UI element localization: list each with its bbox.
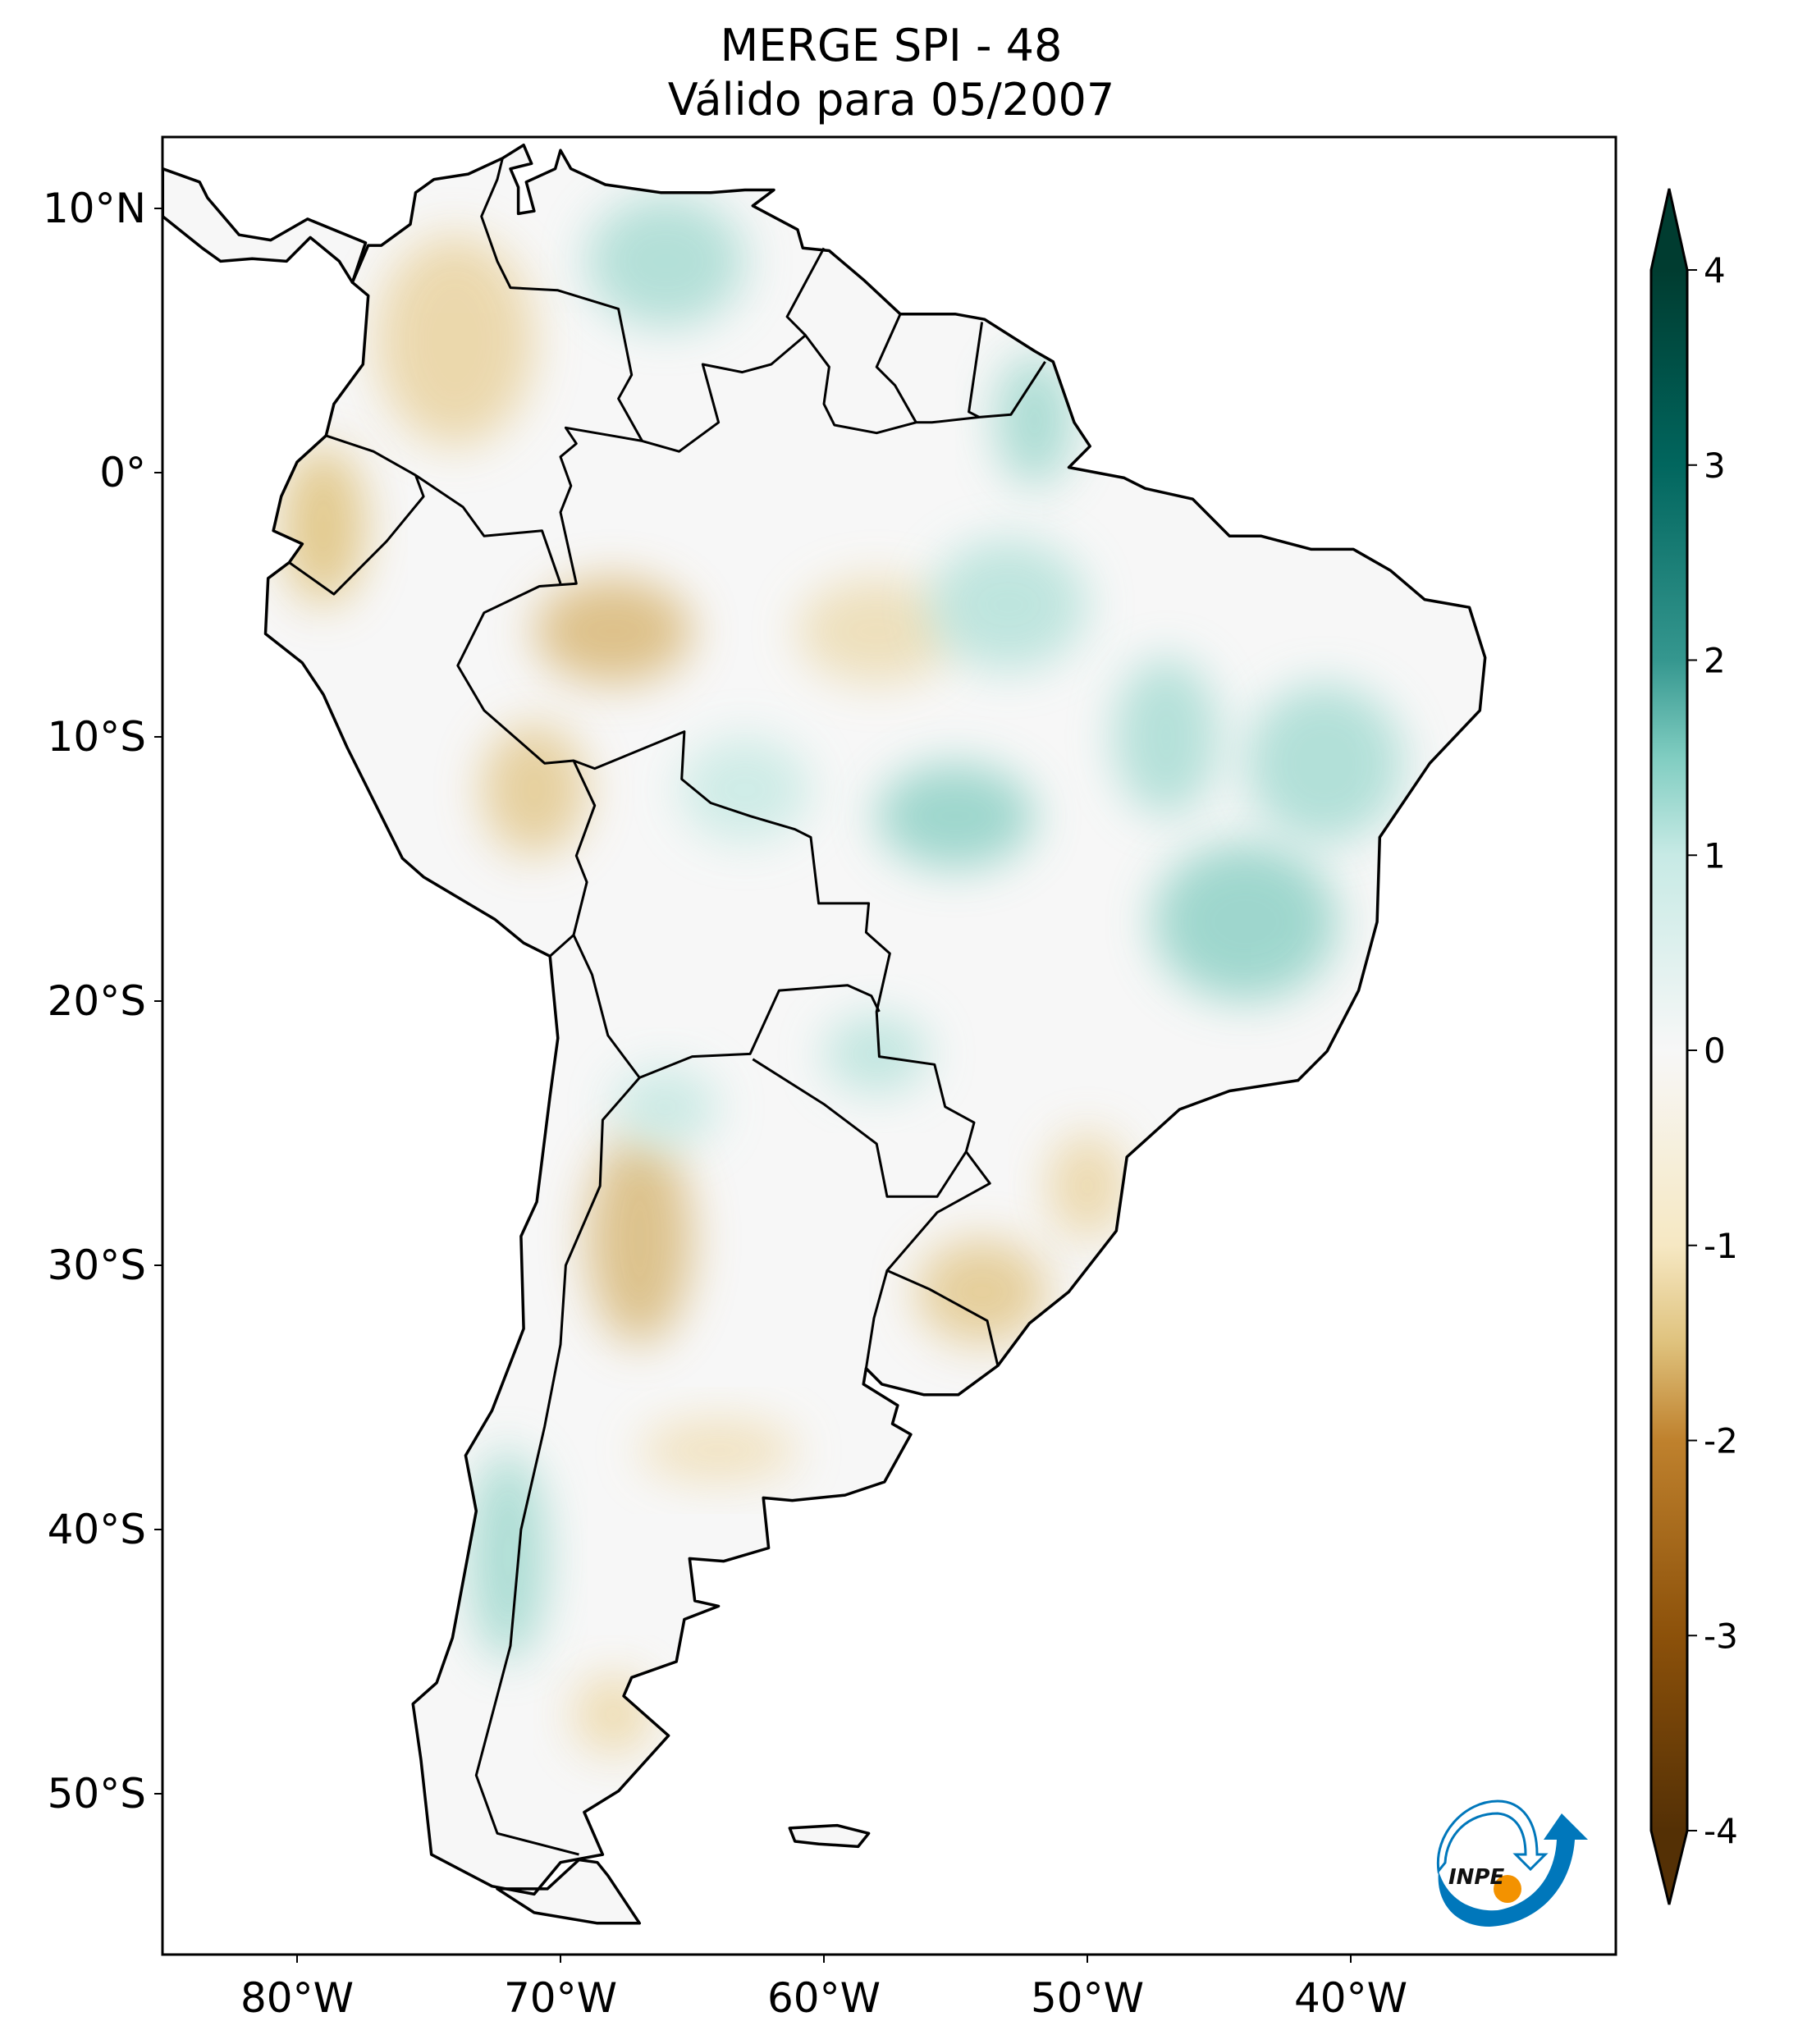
title-line-1: MERGE SPI - 48: [721, 20, 1063, 71]
spi-anomaly-region: [533, 578, 693, 684]
orbit-arrow-icon: [1436, 1799, 1549, 1874]
lon-tick-label: 70°W: [504, 1974, 617, 2022]
coastline-segment: [263, 143, 1487, 1896]
lat-tick-label: 0°: [99, 449, 146, 496]
latitude-axis: 10°N 0° 10°S 20°S 30°S 40°S 50°S: [43, 185, 162, 1818]
logo-text: INPE: [1448, 1865, 1504, 1890]
country-border: [864, 1270, 889, 1369]
spi-anomaly-region: [876, 763, 1035, 869]
lat-tick-label: 50°S: [48, 1770, 146, 1818]
colorbar-tick-label: 0: [1704, 1031, 1726, 1071]
spi-anomaly-region: [1047, 1133, 1128, 1239]
spi-anomaly-region: [468, 1450, 547, 1662]
coastline-segment: [788, 1823, 871, 1849]
colorbar-tick-label: -2: [1704, 1421, 1738, 1461]
title-line-2: Válido para 05/2007: [668, 74, 1114, 126]
coastline-segment: [161, 167, 368, 284]
colorbar-tick-label: 4: [1704, 250, 1726, 290]
lat-tick-label: 40°S: [48, 1506, 146, 1553]
spi-anomaly-region: [587, 194, 745, 327]
map-area: [161, 135, 1617, 1956]
country-border: [474, 934, 641, 1856]
coastline-segment: [496, 1858, 642, 1925]
country-border: [968, 322, 984, 418]
spi-anomaly-region: [587, 1133, 693, 1345]
spi-anomaly-region: [1153, 842, 1338, 1001]
colorbar-tick-label: -1: [1704, 1226, 1738, 1266]
lon-tick-label: 50°W: [1031, 1974, 1144, 2022]
colorbar-tick-label: -3: [1704, 1616, 1738, 1656]
arrow-swoosh-icon: [1438, 1813, 1588, 1927]
colorbar-tick-label: -4: [1704, 1811, 1738, 1851]
colorbar-tick-label: 1: [1704, 835, 1726, 876]
country-border: [572, 760, 597, 935]
lat-tick-label: 30°S: [48, 1241, 146, 1289]
spi-anomaly-region: [797, 578, 956, 684]
spi-anomaly-region: [1114, 657, 1219, 816]
country-border: [456, 334, 1046, 1366]
lat-tick-label: 10°S: [48, 713, 146, 761]
spi-anomaly-region: [376, 235, 534, 446]
lat-tick-label: 20°S: [48, 977, 146, 1025]
lon-tick-label: 60°W: [767, 1974, 881, 2022]
colorbar-extend-max: [1651, 189, 1687, 270]
orange-ball-icon: [1494, 1875, 1521, 1903]
country-border: [785, 247, 826, 336]
spi-anomaly-region: [481, 723, 588, 856]
spi-anomaly-region: [679, 737, 811, 843]
country-border: [480, 158, 643, 442]
spi-anomaly-region: [823, 1014, 930, 1094]
colorbar-extend-min: [1651, 1831, 1687, 1905]
lon-tick-label: 40°W: [1294, 1974, 1407, 2022]
country-borders: [288, 158, 1046, 1856]
inpe-logo: INPE: [1436, 1799, 1588, 1927]
spi-anomaly-region: [995, 354, 1074, 487]
colorbar-tick-label: 2: [1704, 641, 1726, 681]
colorbar: 4 3 2 1 0 -1 -2 -3 -4: [1649, 188, 1738, 1905]
spi-anomaly-region: [1245, 684, 1404, 843]
longitude-axis: 80°W 70°W 60°W 50°W 40°W: [240, 1955, 1407, 2022]
country-border: [752, 1058, 968, 1198]
lat-tick-label: 10°N: [43, 185, 146, 232]
spi-anomaly-region: [929, 538, 1087, 671]
spi-anomaly-region: [916, 1238, 1048, 1345]
spi-anomaly-region: [639, 1418, 798, 1483]
country-border: [638, 984, 881, 1079]
spi-anomaly-region: [613, 1067, 719, 1147]
map-frame: [161, 135, 1617, 1956]
lon-tick-label: 80°W: [240, 1974, 354, 2022]
country-border: [875, 313, 917, 423]
country-border: [288, 474, 425, 596]
spi-anomaly-region: [281, 446, 366, 606]
colorbar-tick-label: 3: [1704, 446, 1726, 486]
country-border: [325, 434, 562, 584]
coastline: [161, 143, 1487, 1925]
colorbar-gradient: [1651, 270, 1687, 1831]
